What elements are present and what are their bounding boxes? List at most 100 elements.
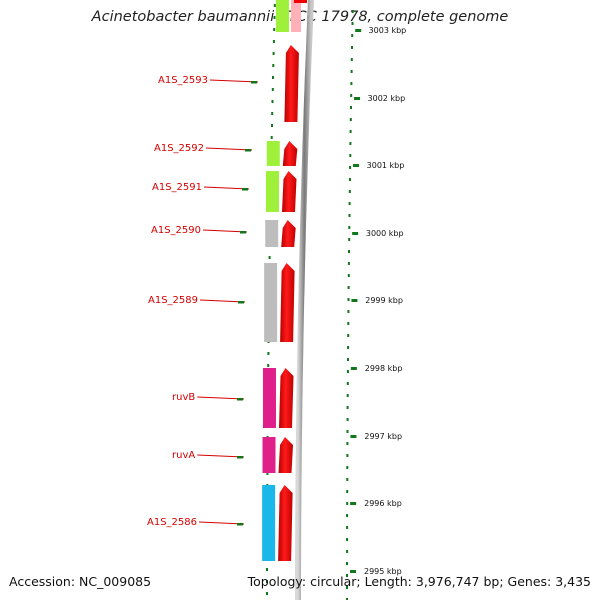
scale-dot	[348, 202, 351, 205]
scale-dot	[350, 70, 353, 73]
label-leader	[199, 299, 246, 303]
scale-dot	[348, 178, 351, 181]
feature-tick	[245, 149, 251, 152]
scale-dot	[346, 574, 348, 577]
scale-dot	[346, 406, 349, 409]
scale-dot	[346, 538, 349, 541]
gene-arrow	[282, 141, 298, 166]
gene-arrow	[280, 263, 295, 342]
label-leader	[205, 147, 253, 151]
scale-dot	[346, 394, 349, 397]
scale-dot	[346, 454, 349, 457]
scale-dot	[348, 226, 351, 229]
gene-arrow	[279, 368, 294, 428]
scale-dot	[351, 46, 353, 49]
scale-dot	[349, 142, 352, 145]
scale-dot	[347, 346, 350, 349]
scale-dot	[270, 136, 273, 139]
scale-dot	[346, 514, 349, 517]
feature-tick	[237, 523, 243, 526]
scale-dot	[346, 526, 349, 529]
genome-summary: Topology: circular; Length: 3,976,747 bp…	[247, 574, 591, 589]
kbp-label: 2995 kbp	[364, 567, 402, 576]
kbp-label: 3003 kbp	[369, 26, 407, 35]
scale-dot	[347, 322, 350, 325]
scale-dot	[347, 358, 349, 361]
gene-arrow	[282, 171, 297, 212]
scale-dot	[273, 4, 276, 7]
scale-dot	[349, 118, 352, 121]
scale-dot	[271, 88, 274, 91]
feature-tick	[237, 398, 243, 401]
kbp-major-tick	[350, 570, 357, 573]
scale-dot	[347, 262, 350, 265]
gene-arrow	[284, 45, 299, 122]
gene-label: A1S_2591	[152, 182, 202, 193]
label-leader	[197, 396, 245, 400]
scale-dot	[346, 442, 349, 445]
scale-dot	[267, 364, 270, 367]
scale-dot	[267, 352, 270, 355]
scale-dot	[350, 58, 353, 61]
feature-tick	[251, 81, 257, 84]
scale-dot	[273, 28, 276, 31]
scale-dot	[346, 490, 349, 493]
gene-arrow	[281, 220, 296, 247]
cog-box	[276, 0, 289, 32]
scale-dot	[346, 586, 348, 589]
scale-dot	[348, 214, 351, 217]
accession-text: Accession: NC_009085	[9, 574, 152, 589]
gene-arrow	[294, 0, 307, 3]
cog-box	[262, 485, 276, 561]
feature-tick	[237, 456, 243, 459]
label-leader	[197, 454, 245, 458]
gene-arrow	[278, 437, 293, 473]
scale-dot	[266, 592, 268, 595]
scale-dot	[351, 34, 354, 37]
kbp-major-tick	[354, 97, 361, 100]
kbp-major-tick	[355, 29, 362, 32]
cog-box	[262, 368, 276, 428]
scale-dot	[266, 580, 268, 583]
gene-label: A1S_2593	[158, 75, 208, 86]
cog-box	[262, 437, 276, 473]
scale-dot	[266, 472, 269, 475]
kbp-major-tick	[350, 367, 357, 370]
scale-dot	[346, 598, 348, 600]
scale-dot	[271, 100, 274, 103]
scale-dot	[348, 190, 351, 193]
cog-box	[264, 263, 278, 342]
scale-dot	[346, 562, 348, 565]
label-leader	[209, 79, 259, 83]
scale-dot	[346, 478, 349, 481]
scale-dot	[349, 130, 352, 133]
scale-dot	[346, 466, 349, 469]
scale-dot	[346, 550, 349, 553]
scale-dot	[272, 40, 275, 43]
kbp-label: 2996 kbp	[364, 499, 402, 508]
scale-dot	[350, 106, 352, 109]
label-leader	[203, 186, 250, 190]
cog-box	[265, 220, 279, 247]
kbp-major-tick	[352, 232, 359, 235]
scale-dot	[346, 382, 349, 385]
scale-dot	[350, 82, 353, 85]
scale-dot	[347, 310, 350, 313]
gene-label: A1S_2589	[148, 295, 198, 306]
scale-dot	[346, 370, 349, 373]
scale-dot	[351, 10, 354, 13]
scale-dot	[272, 76, 274, 79]
kbp-major-tick	[350, 502, 357, 505]
kbp-label: 2998 kbp	[365, 364, 403, 373]
label-leader	[202, 229, 248, 233]
kbp-label: 3000 kbp	[366, 229, 404, 238]
scale-dot	[346, 502, 349, 505]
scale-dot	[351, 22, 354, 25]
kbp-major-tick	[350, 435, 357, 438]
gene-arrow	[278, 485, 293, 561]
scale-dot	[346, 418, 349, 421]
scale-dot	[272, 52, 275, 55]
scale-dot	[348, 250, 350, 253]
cog-box	[266, 171, 280, 212]
